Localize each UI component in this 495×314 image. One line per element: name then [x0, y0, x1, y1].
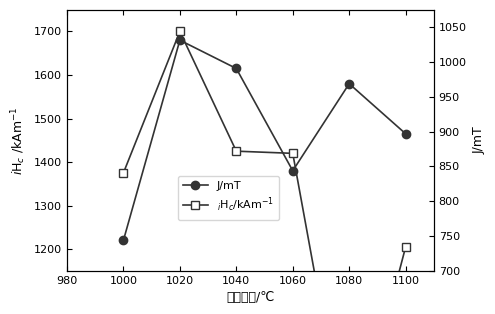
Y-axis label: J/mT: J/mT: [472, 127, 485, 154]
Legend: J/mT, $_i$H$_c$/kAm$^{-1}$: J/mT, $_i$H$_c$/kAm$^{-1}$: [178, 176, 279, 220]
J/mT: [290, 169, 296, 173]
Line: $_i$H$_c$/kAm$^{-1}$: $_i$H$_c$/kAm$^{-1}$: [119, 27, 410, 314]
J/mT: [177, 38, 183, 42]
J/mT: [346, 82, 352, 86]
Y-axis label: $i$H$_c$ /kAm$^{-1}$: $i$H$_c$ /kAm$^{-1}$: [10, 106, 28, 175]
Line: J/mT: J/mT: [119, 36, 410, 245]
J/mT: [233, 67, 239, 70]
X-axis label: 烧结温度/℃: 烧结温度/℃: [226, 291, 275, 304]
$_i$H$_c$/kAm$^{-1}$: [290, 151, 296, 155]
$_i$H$_c$/kAm$^{-1}$: [233, 149, 239, 153]
$_i$H$_c$/kAm$^{-1}$: [177, 30, 183, 33]
J/mT: [120, 239, 126, 242]
$_i$H$_c$/kAm$^{-1}$: [120, 171, 126, 175]
$_i$H$_c$/kAm$^{-1}$: [402, 245, 408, 249]
J/mT: [402, 132, 408, 136]
